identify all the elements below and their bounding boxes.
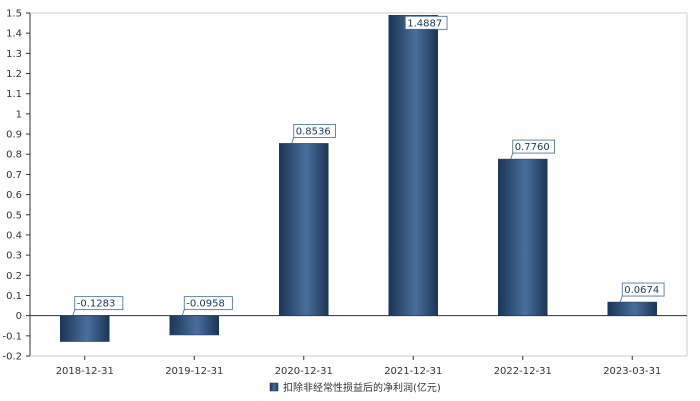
data-label: 1.4887 (407, 18, 442, 29)
y-tick-label: 1.2 (6, 69, 22, 80)
data-label-box (404, 15, 448, 30)
bar[interactable] (498, 158, 548, 316)
bars (60, 15, 657, 342)
y-tick-label: 0.5 (6, 210, 22, 221)
data-label: 0.0674 (624, 285, 659, 296)
y-tick-label: 0.7 (6, 170, 22, 181)
x-tick-label: 2021-12-31 (384, 366, 442, 377)
y-tick-label: 0.6 (6, 190, 22, 201)
data-label-leader (619, 295, 623, 303)
data-label: 0.8536 (296, 126, 331, 137)
bar[interactable] (388, 15, 438, 316)
data-label: -0.0958 (186, 299, 225, 310)
y-tick-label: 0.1 (6, 291, 22, 302)
data-labels: -0.1283 -0.0958 0.8536 1.4887 0.7760 0.0674 (72, 15, 665, 316)
y-tick-label: 0 (16, 311, 22, 322)
y-tick-label: 0.2 (6, 271, 22, 282)
data-label-box (621, 282, 665, 297)
data-label-leader (291, 137, 295, 144)
data-label: 0.7760 (515, 142, 550, 153)
legend-label: 扣除非经常性损益后的净利润(亿元) (283, 381, 441, 394)
x-tick-label: 2019-12-31 (165, 366, 223, 377)
y-tick-label: 1.5 (6, 9, 22, 20)
y-tick-label: 0.8 (6, 150, 22, 161)
y-tick-label: -0.2 (2, 352, 22, 363)
legend: 扣除非经常性损益后的净利润(亿元) (269, 381, 441, 394)
bar[interactable] (607, 301, 657, 316)
bar[interactable] (60, 315, 110, 342)
bar[interactable] (169, 315, 219, 336)
y-tick-label: 1.4 (6, 29, 22, 40)
bar[interactable] (279, 143, 329, 316)
x-tick-label: 2018-12-31 (56, 366, 114, 377)
y-tick-label: 1.1 (6, 89, 22, 100)
y-tick-label: 1.3 (6, 49, 22, 60)
x-tick-label: 2020-12-31 (275, 366, 333, 377)
x-tick-label: 2022-12-31 (494, 366, 552, 377)
legend-swatch (269, 382, 279, 392)
data-label-leader (72, 309, 76, 316)
y-tick-label: 0.3 (6, 251, 22, 262)
y-tick-label: 0.4 (6, 230, 22, 241)
data-label: -0.1283 (77, 299, 116, 310)
y-tick-label: 1 (16, 109, 22, 120)
data-label-box (293, 124, 336, 138)
data-label-box (512, 139, 555, 154)
y-tick-label: -0.1 (2, 331, 22, 342)
axes: -0.2 -0.1 0 0.1 0.2 0.3 0.4 0.5 0.6 0.7 0.8 0.9 1 1.1… (2, 9, 688, 377)
data-label-leader (181, 309, 185, 316)
data-label-box (74, 296, 124, 311)
data-label-leader (510, 152, 514, 160)
x-tick-label: 2023-03-31 (603, 366, 661, 377)
y-tick-label: 0.9 (6, 130, 22, 141)
data-label-box (183, 296, 233, 311)
